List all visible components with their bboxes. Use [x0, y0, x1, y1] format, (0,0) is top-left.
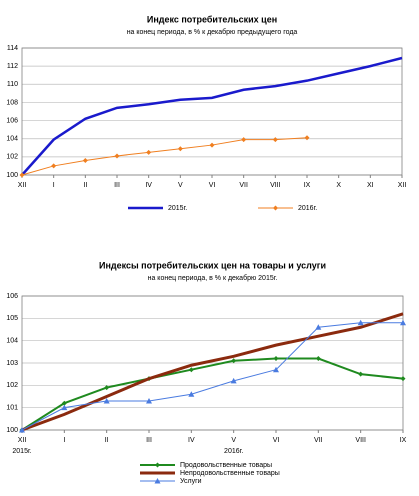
plot-frame — [21, 47, 403, 176]
legend-label: Продовольственные товары — [180, 462, 272, 469]
marker — [272, 137, 278, 143]
x-tick-label: V — [178, 182, 183, 189]
y-tick-label: 103 — [6, 360, 18, 367]
legend-label: 2016г. — [298, 205, 317, 212]
series-line — [21, 137, 308, 176]
chart-subtitle: на конец периода, в % к декабрю 2015г. — [148, 274, 278, 282]
marker — [61, 404, 68, 411]
x-tick-label: X — [336, 182, 341, 189]
y-tick-label: 100 — [6, 427, 18, 434]
period-label: 2015г. — [12, 448, 31, 455]
marker — [104, 385, 110, 391]
x-tick-label: V — [231, 437, 236, 444]
x-tick-label: I — [53, 182, 55, 189]
x-tick-label: II — [105, 437, 109, 444]
x-tick-label: II — [83, 182, 87, 189]
x-tick-label: IX — [400, 437, 407, 444]
marker — [51, 163, 57, 169]
x-tick-label: VII — [239, 182, 248, 189]
y-tick-label: 106 — [6, 293, 18, 300]
marker — [315, 356, 321, 362]
marker — [273, 356, 279, 362]
chart-title: Индексы потребительских цен на товары и … — [99, 260, 326, 270]
marker — [19, 427, 25, 433]
marker — [146, 397, 152, 404]
series-line — [21, 56, 403, 176]
x-tick-label: IX — [304, 182, 311, 189]
marker — [61, 400, 67, 406]
x-tick-label: VI — [209, 182, 216, 189]
marker — [358, 371, 364, 377]
marker — [188, 391, 195, 397]
plot-frame — [21, 295, 404, 431]
marker — [273, 366, 279, 373]
marker — [357, 319, 364, 326]
x-tick-label: III — [114, 182, 120, 189]
y-tick-label: 114 — [7, 45, 18, 52]
y-tick-label: 106 — [6, 117, 18, 124]
marker — [315, 324, 322, 330]
legend-label: Услуги — [180, 478, 202, 485]
marker — [304, 135, 310, 141]
chart-title: Индекс потребительских цен — [147, 14, 277, 24]
y-tick-label: 108 — [6, 99, 18, 106]
marker — [231, 358, 237, 364]
x-tick-label: VII — [314, 437, 323, 444]
y-tick-label: 100 — [6, 172, 18, 179]
marker — [155, 462, 160, 468]
y-tick-label: 104 — [6, 136, 18, 143]
series-line — [21, 312, 404, 432]
period-label: 2016г. — [224, 448, 243, 455]
marker — [82, 157, 88, 163]
x-tick-label: XII — [18, 437, 27, 444]
x-tick-label: XII — [18, 182, 27, 189]
y-tick-label: 101 — [6, 405, 18, 412]
marker — [114, 153, 120, 159]
marker — [273, 205, 278, 211]
y-tick-label: 112 — [7, 63, 18, 70]
legend-label: Непродовольственные товары — [180, 470, 280, 477]
y-tick-label: 104 — [6, 338, 18, 345]
marker — [400, 319, 406, 326]
y-tick-label: 105 — [6, 315, 18, 322]
marker — [400, 376, 406, 382]
x-tick-label: IV — [188, 437, 195, 444]
marker — [177, 146, 183, 152]
x-tick-label: VIII — [355, 437, 366, 444]
x-tick-label: III — [146, 437, 152, 444]
marker — [19, 172, 25, 178]
y-tick-label: 110 — [7, 81, 18, 88]
series-line — [21, 322, 403, 431]
x-tick-label: VIII — [270, 182, 281, 189]
x-tick-label: XI — [367, 182, 374, 189]
marker — [241, 137, 247, 143]
marker — [209, 142, 215, 148]
y-tick-label: 102 — [6, 382, 18, 389]
x-tick-label: I — [63, 437, 65, 444]
marker — [103, 397, 110, 404]
marker — [188, 367, 194, 373]
y-tick-label: 102 — [6, 154, 18, 161]
x-tick-label: VI — [273, 437, 280, 444]
chart-subtitle: на конец периода, в % к декабрю предыдущ… — [127, 28, 298, 36]
x-tick-label: XII — [398, 182, 407, 189]
x-tick-label: IV — [145, 182, 152, 189]
legend-label: 2015г. — [168, 205, 187, 212]
marker — [230, 377, 237, 384]
marker — [146, 149, 152, 155]
series-line — [21, 357, 404, 431]
marker — [154, 478, 161, 484]
